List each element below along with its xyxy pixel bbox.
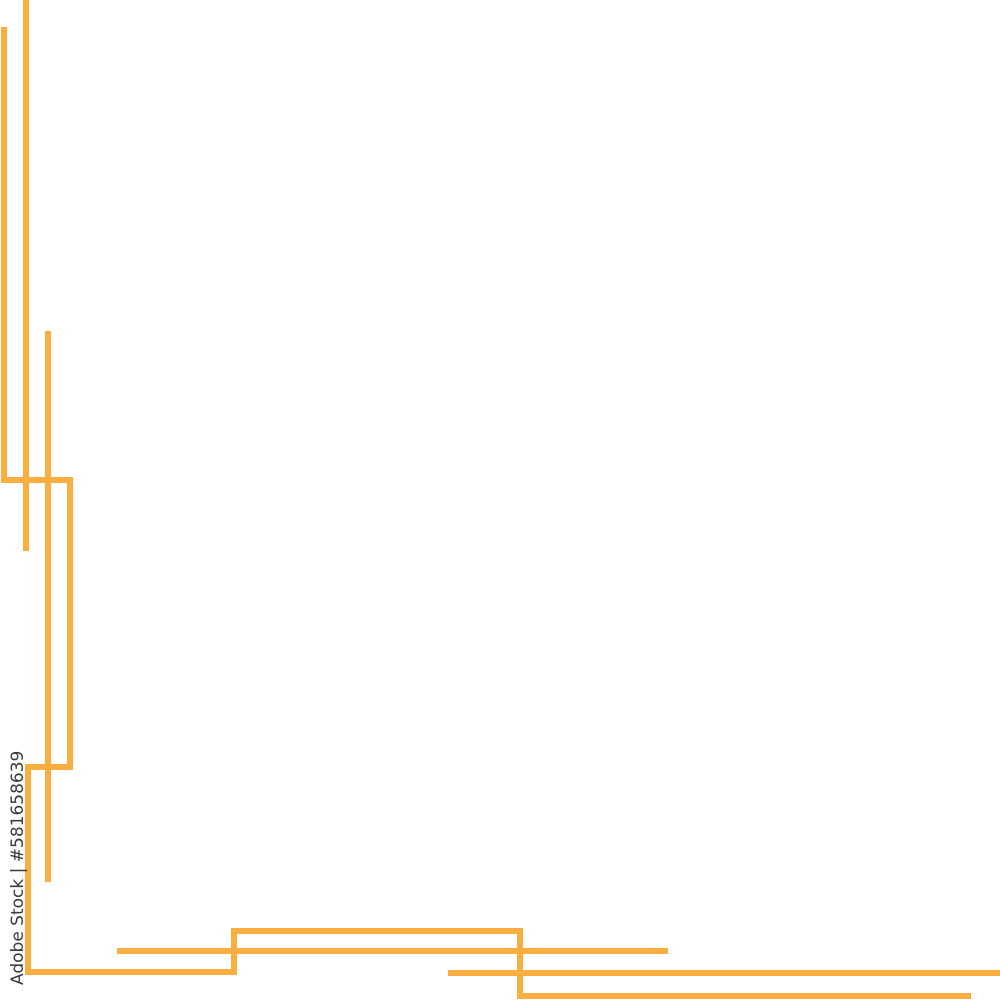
main-frame-line bbox=[1, 27, 971, 999]
watermark-text: Adobe Stock | #581658639 bbox=[8, 750, 28, 985]
